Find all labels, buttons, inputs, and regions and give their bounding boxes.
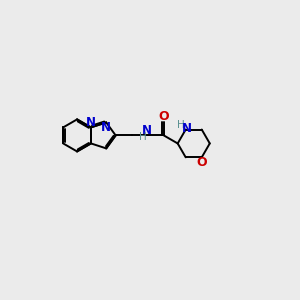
Text: H: H (139, 132, 146, 142)
Text: H: H (177, 120, 185, 130)
Text: O: O (196, 156, 207, 169)
Text: N: N (101, 121, 111, 134)
Text: N: N (86, 116, 96, 129)
Text: N: N (142, 124, 152, 137)
Text: N: N (182, 122, 192, 135)
Text: O: O (158, 110, 169, 123)
